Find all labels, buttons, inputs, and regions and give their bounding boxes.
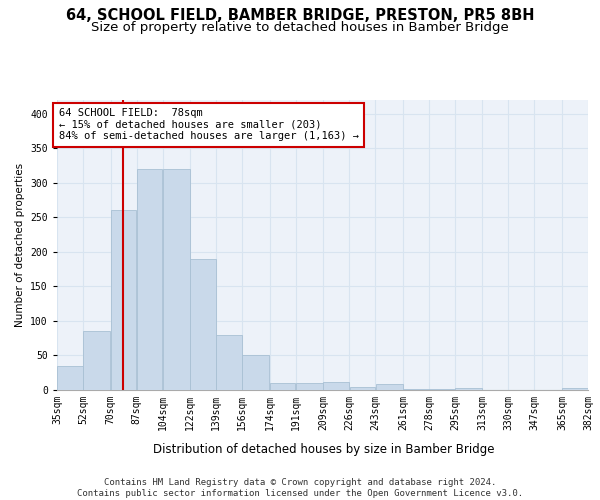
Bar (111, 210, 136, 390)
Text: Distribution of detached houses by size in Bamber Bridge: Distribution of detached houses by size … (153, 442, 495, 456)
Y-axis label: Number of detached properties: Number of detached properties (15, 163, 25, 327)
Bar (242, 356, 269, 390)
Bar (57, 366, 83, 390)
Bar (217, 335, 242, 390)
Bar (296, 383, 323, 390)
Bar (270, 383, 295, 390)
Bar (376, 384, 403, 390)
Text: 64, SCHOOL FIELD, BAMBER BRIDGE, PRESTON, PR5 8BH: 64, SCHOOL FIELD, BAMBER BRIDGE, PRESTON… (66, 8, 534, 22)
Bar (163, 169, 190, 390)
Bar (562, 388, 588, 390)
Bar (455, 388, 482, 390)
Bar (190, 259, 216, 390)
Bar (137, 169, 163, 390)
Bar (350, 386, 375, 390)
Text: 64 SCHOOL FIELD:  78sqm
← 15% of detached houses are smaller (203)
84% of semi-d: 64 SCHOOL FIELD: 78sqm ← 15% of detached… (59, 108, 359, 142)
Text: Contains HM Land Registry data © Crown copyright and database right 2024.
Contai: Contains HM Land Registry data © Crown c… (77, 478, 523, 498)
Text: Size of property relative to detached houses in Bamber Bridge: Size of property relative to detached ho… (91, 21, 509, 34)
Bar (83, 332, 110, 390)
Bar (323, 382, 349, 390)
